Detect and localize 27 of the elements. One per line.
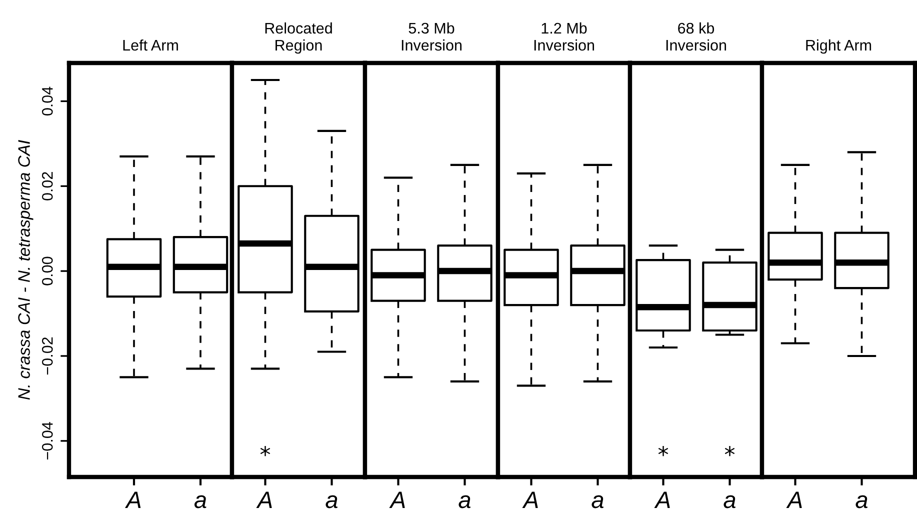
x-tick-label: a: [592, 495, 604, 508]
x-tick-label: A: [389, 492, 405, 508]
x-tick-label: A: [654, 492, 670, 508]
x-tick-label: a: [856, 495, 868, 508]
x-tick-label: a: [326, 495, 338, 508]
x-tick-label: A: [522, 492, 538, 508]
x-tick-label: a: [194, 495, 206, 508]
x-tick-label: A: [124, 492, 141, 508]
y-tick-label: 0.04: [42, 86, 53, 116]
chart-title: 1.2 Mb Inversion: [534, 22, 594, 51]
annotation: *: [724, 446, 735, 456]
x-tick-label: A: [786, 492, 802, 508]
chart-title: Right Arm: [806, 39, 872, 54]
y-tick-label: 0.00: [42, 256, 53, 286]
chart-title: 5.3 Mb Inversion: [402, 22, 462, 51]
x-tick-label: a: [458, 495, 471, 508]
chart-title: 68 kb Inversion: [666, 22, 726, 51]
y-tick-label: −0.02: [42, 337, 53, 375]
x-tick-label: A: [256, 492, 272, 508]
chart-title: Relocated Region: [265, 22, 332, 54]
annotation: *: [658, 446, 668, 456]
chart-title: Left Arm: [123, 39, 178, 51]
annotation: *: [260, 446, 270, 456]
y-tick-label: −0.04: [42, 422, 53, 460]
x-tick-label: a: [724, 495, 736, 508]
y-axis-title: N. crassa CAI - N. tetrasperma CAI: [18, 140, 34, 400]
y-tick-label: 0.02: [42, 172, 53, 200]
